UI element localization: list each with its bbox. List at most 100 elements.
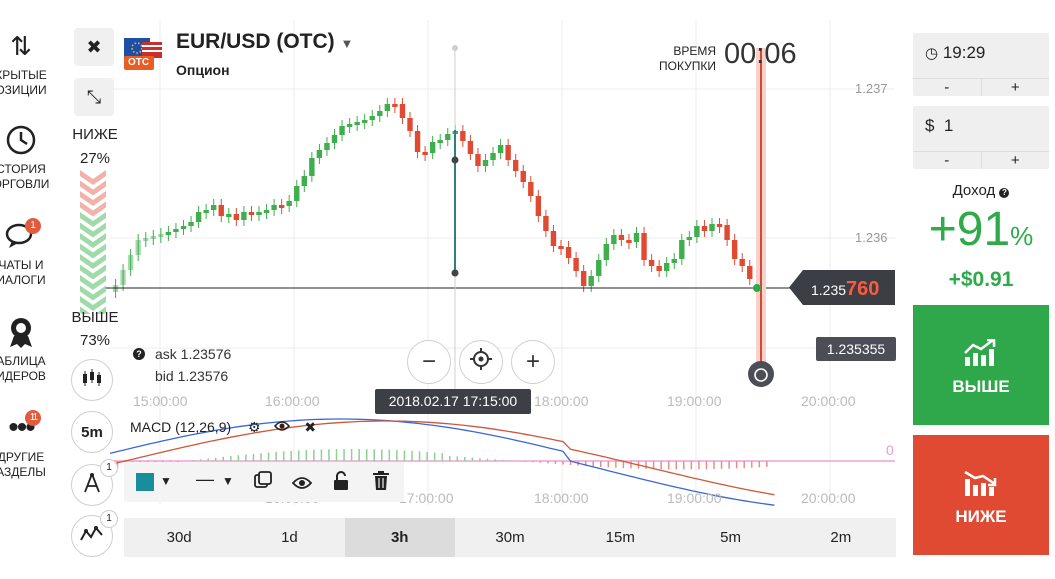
candle [316,150,323,158]
timeframe-5m[interactable]: 5m [720,529,741,546]
candle [580,271,587,286]
stopwatch-icon-face [754,368,768,382]
candle [664,263,670,271]
timeframe-2m[interactable]: 2m [830,529,852,546]
candle [384,104,391,111]
help-icon[interactable]: ? [999,188,1010,198]
candle [747,266,753,279]
timeframe-1d[interactable]: 1d [281,529,298,546]
candle [158,234,164,237]
sidebar-item-label: АЗДЕЛЫ [0,465,46,479]
timeframe-30d[interactable]: 30d [166,529,192,546]
current-price-tag: 1.235760 [789,270,895,305]
collapse-button[interactable]: ⤡ [74,78,114,116]
sidebar-item-leaderboard[interactable]: АБЛИЦА ИДЕРОВ [0,314,62,384]
candle [188,222,194,226]
sentiment-chevron [80,254,106,269]
x-tick: 19:00:00 [667,490,722,506]
candle [180,226,187,229]
sidebar-item-trade-history[interactable]: СТОРИЯ ОРГОВЛИ [0,122,62,192]
candle [135,240,141,255]
time-minus-button[interactable]: - [913,79,982,96]
gear-icon[interactable]: ⚙ [248,419,261,435]
candle [399,104,406,118]
candle [497,145,504,153]
ask-bid-info: ? ask 1.23576 bid 1.23576 [133,343,231,387]
eye-icon[interactable] [291,474,313,495]
candle [520,171,526,182]
more-dots-icon: ••• 11 [1,410,41,446]
candle [588,276,594,286]
line-style-icon[interactable]: — [196,469,214,489]
sidebar-item-label: АБЛИЦА [0,354,46,368]
sidebar-item-closed-positions[interactable]: ⇅ КРЫТЫЕ ОЗИЦИИ [0,28,62,98]
income-percent-value: +91 [928,203,1011,256]
expiry-time-field[interactable]: ◷ 19:29 - + [913,33,1049,96]
candle [467,141,474,154]
amount-minus-button[interactable]: - [913,152,982,169]
sentiment-chevron [80,170,106,185]
amount-plus-button[interactable]: + [1010,152,1020,169]
income-percent-sign: % [1010,221,1034,251]
sidebar-item-other[interactable]: ••• 11 ДРУГИЕ АЗДЕЛЫ [0,410,62,480]
indicators-button[interactable]: 1 [71,510,118,557]
sentiment-chevron [80,191,106,206]
candle [165,232,172,235]
eye-icon[interactable] [274,419,294,435]
candle [256,212,262,215]
close-asset-button[interactable]: ✖ [74,28,114,66]
x-tick: 16:00:00 [265,393,320,409]
candle [475,154,481,166]
center-chart-button[interactable] [459,340,503,384]
close-icon[interactable]: ✖ [304,419,317,435]
sentiment-chevron [80,275,106,290]
drawing-tools-button[interactable]: 1 [71,459,118,506]
candle [724,225,730,240]
zoom-out-button[interactable]: − [407,340,451,384]
trash-icon[interactable] [372,471,390,496]
candle [362,120,368,123]
candle [543,216,549,231]
chevron-down-icon[interactable]: ▼ [222,474,234,488]
x-tick: 18:00:00 [534,490,589,506]
chevron-down-icon[interactable]: ▼ [160,474,172,488]
candle [626,240,632,243]
chart-type-button[interactable] [71,359,113,401]
sentiment-up-pct: 73% [79,332,111,349]
sidebar-item-chats[interactable]: 1 ЧАТЫ И ИАЛОГИ [0,218,62,288]
candle [535,196,542,216]
duplicate-icon[interactable] [254,471,272,494]
sentiment-chevron [80,243,106,259]
current-price-suffix: 760 [846,278,880,300]
buy-up-button[interactable]: ВЫШЕ [913,305,1049,425]
color-swatch[interactable] [136,473,154,491]
candle [263,210,270,213]
clock-icon: ◷ [925,45,939,62]
asset-type: Опцион [176,62,230,78]
time-plus-button[interactable]: + [1010,79,1020,96]
asset-flag-icon: OTC [124,30,164,77]
buy-down-button[interactable]: НИЖЕ [913,435,1049,555]
unlock-icon[interactable] [333,471,349,496]
timeframe-15m[interactable]: 15m [605,529,635,546]
sidebar-item-label: СТОРИЯ [0,162,46,176]
candle [195,212,202,222]
purchase-timer: 00:06 [724,38,797,70]
crosshair-dot [452,45,458,51]
candle [369,116,375,120]
drawn-point [451,269,459,277]
candle [301,176,307,186]
timeframe-3h[interactable]: 3h [344,518,455,557]
candle-period-button[interactable]: 5m [71,411,113,453]
amount-field[interactable]: $ 1 - + [913,106,1049,169]
sentiment-down-label: НИЖЕ [72,126,118,143]
candle [739,259,745,266]
candle [565,247,572,258]
asset-selector[interactable]: EUR/USD (OTC) ▼ [176,30,353,54]
x-tick: 19:00:00 [667,393,722,409]
candle [211,205,217,210]
timeframe-30m[interactable]: 30m [495,529,525,546]
help-icon[interactable]: ? [133,348,145,360]
candle [241,212,247,220]
zoom-in-button[interactable]: + [511,340,555,384]
